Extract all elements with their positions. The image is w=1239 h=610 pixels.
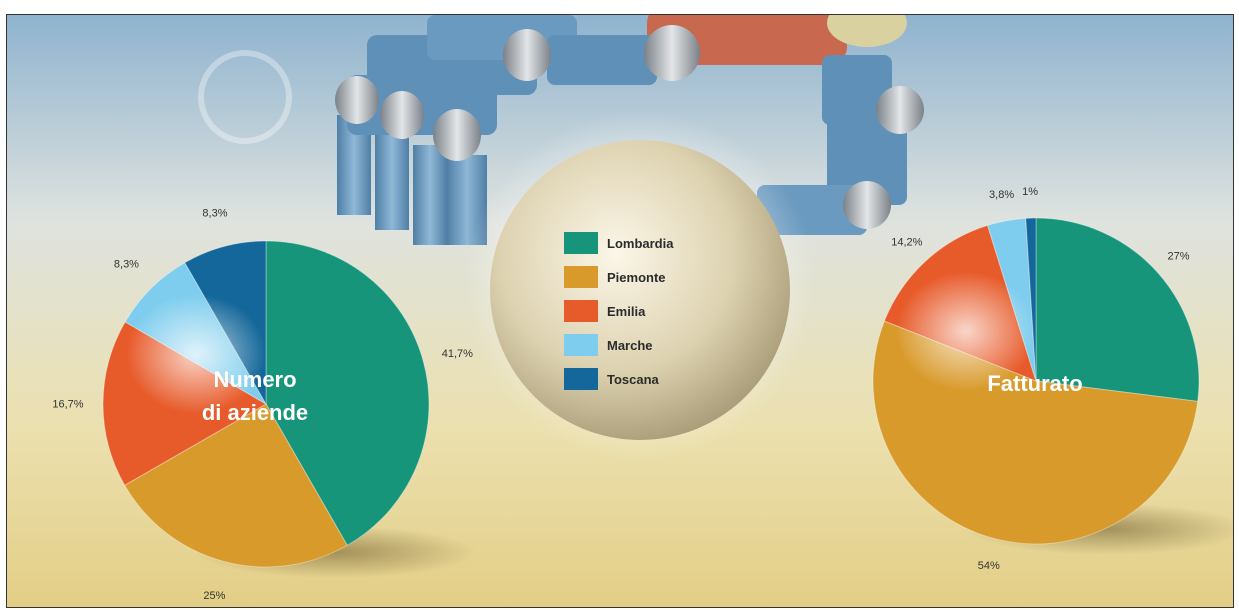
robot-hand-illustration	[335, 15, 924, 245]
pie-label-emilia: 14,2%	[891, 237, 922, 249]
legend-swatch-toscana	[564, 368, 598, 390]
legend-item-marche: Marche	[564, 334, 653, 356]
pie-title-line: di aziende	[202, 400, 308, 425]
legend-swatch-piemonte	[564, 266, 598, 288]
pie-slice-lombardia	[265, 240, 430, 547]
pie-slice-lombardia	[1035, 217, 1200, 402]
pie-label-lombardia: 27%	[1168, 250, 1190, 262]
legend-label-lombardia: Lombardia	[607, 236, 674, 251]
pie-label-piemonte: 25%	[203, 590, 225, 602]
lens-flare	[198, 50, 292, 144]
legend-item-emilia: Emilia	[564, 300, 646, 322]
pie-gloss	[896, 271, 1036, 391]
pie-label-lombardia: 41,7%	[442, 348, 473, 360]
legend-label-emilia: Emilia	[607, 304, 646, 319]
legend-label-toscana: Toscana	[607, 372, 660, 387]
pie-title-line: Fatturato	[987, 371, 1082, 396]
pie-label-toscana: 8,3%	[202, 208, 227, 220]
legend-sphere	[465, 110, 815, 460]
pie-slice-piemonte	[123, 403, 348, 568]
legend-item-lombardia: Lombardia	[564, 232, 674, 254]
legend-swatch-emilia	[564, 300, 598, 322]
legend-label-marche: Marche	[607, 338, 653, 353]
pie-chart-numero-aziende: 41,7% 25% 16,7% 8,3% 8,3% Numero di aziende	[52, 208, 476, 602]
pie-gloss	[126, 294, 266, 414]
legend-label-piemonte: Piemonte	[607, 270, 666, 285]
legend: Lombardia Piemonte Emilia Marche Toscana	[564, 232, 674, 390]
pie-label-emilia: 16,7%	[52, 398, 83, 410]
legend-item-toscana: Toscana	[564, 368, 660, 390]
pie-title-line: Numero	[213, 367, 296, 392]
legend-swatch-lombardia	[564, 232, 598, 254]
legend-swatch-marche	[564, 334, 598, 356]
pie-chart-fatturato: 27% 54% 14,2% 3,8% 1% Fatturato	[872, 186, 1233, 572]
legend-item-piemonte: Piemonte	[564, 266, 666, 288]
pie-label-marche: 3,8%	[989, 189, 1014, 201]
pie-label-piemonte: 54%	[978, 560, 1000, 572]
infographic-canvas: Lombardia Piemonte Emilia Marche Toscana 41,…	[7, 15, 1233, 607]
pie-label-toscana: 1%	[1022, 186, 1038, 198]
pie-label-marche: 8,3%	[114, 259, 139, 271]
infographic-frame: Lombardia Piemonte Emilia Marche Toscana 41,…	[6, 14, 1234, 608]
